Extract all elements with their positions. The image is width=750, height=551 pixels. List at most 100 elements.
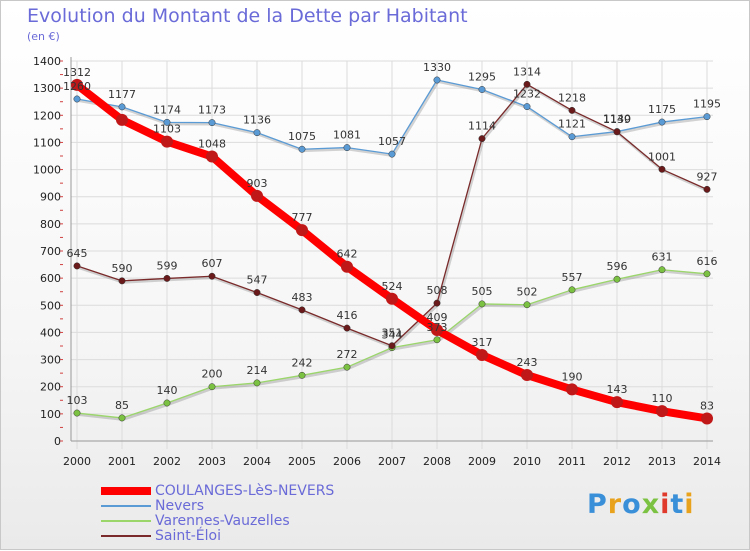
legend-item: Nevers — [101, 497, 334, 514]
legend-label: Nevers — [155, 497, 205, 514]
data-point — [433, 336, 441, 344]
legend-item: COULANGES-LèS-NEVERS — [101, 482, 335, 499]
logo-letter: t — [670, 489, 685, 520]
legend-swatch — [101, 519, 151, 522]
data-label: 631 — [652, 251, 673, 264]
x-tick-label: 2011 — [558, 455, 586, 468]
y-tick-label: 1400 — [33, 55, 61, 68]
data-label: 599 — [157, 259, 178, 272]
data-point — [658, 118, 666, 126]
data-label: 317 — [472, 336, 493, 349]
data-point — [296, 224, 308, 237]
data-point — [568, 133, 576, 141]
data-label: 103 — [67, 394, 88, 407]
data-label: 1218 — [558, 91, 586, 104]
data-point — [118, 414, 126, 422]
data-point — [343, 363, 351, 371]
data-label: 83 — [700, 399, 714, 412]
data-label: 642 — [337, 248, 358, 261]
data-point — [568, 106, 576, 114]
data-label: 1260 — [63, 80, 91, 93]
data-label: 1139 — [603, 113, 631, 126]
legend-swatch — [101, 486, 151, 495]
data-point — [478, 300, 486, 308]
y-tick-label: 200 — [40, 381, 61, 394]
y-tick-label: 400 — [40, 326, 61, 339]
data-label: 1057 — [378, 135, 406, 148]
x-tick-label: 2001 — [108, 455, 136, 468]
legend-label: COULANGES-LèS-NEVERS — [155, 482, 335, 499]
data-label: 242 — [292, 356, 313, 369]
x-tick-label: 2007 — [378, 455, 406, 468]
data-label: 596 — [607, 260, 628, 273]
data-label: 1177 — [108, 88, 136, 101]
legend-swatch — [101, 534, 151, 537]
x-tick-label: 2014 — [693, 455, 721, 468]
x-tick-label: 2009 — [468, 455, 496, 468]
data-point — [298, 371, 306, 379]
data-label: 351 — [382, 327, 403, 340]
x-tick-label: 2004 — [243, 455, 271, 468]
data-label: 508 — [427, 284, 448, 297]
data-label: 110 — [652, 392, 673, 405]
data-label: 85 — [115, 399, 129, 412]
data-point — [433, 76, 441, 84]
data-label: 1121 — [558, 118, 586, 131]
data-point — [161, 135, 173, 148]
data-point — [298, 306, 306, 314]
data-point — [566, 383, 578, 396]
chart-subtitle: (en €) — [27, 30, 60, 43]
data-point — [521, 369, 533, 382]
data-point — [251, 189, 263, 202]
data-point — [253, 379, 261, 387]
data-label: 1175 — [648, 103, 676, 116]
logo-letter: x — [641, 489, 661, 520]
x-tick-label: 2002 — [153, 455, 181, 468]
x-tick-label: 2003 — [198, 455, 226, 468]
legend-item: Saint-Éloi — [101, 527, 334, 544]
y-tick-label: 600 — [40, 272, 61, 285]
data-point — [613, 275, 621, 283]
y-tick-label: 700 — [40, 245, 61, 258]
x-tick-label: 2013 — [648, 455, 676, 468]
data-point — [73, 95, 81, 103]
data-point — [478, 135, 486, 143]
data-point — [703, 113, 711, 121]
data-point — [433, 299, 441, 307]
y-tick-label: 1100 — [33, 136, 61, 149]
data-label: 1075 — [288, 130, 316, 143]
logo-letter: P — [587, 489, 608, 520]
legend-label: Saint-Éloi — [155, 527, 221, 544]
data-point — [478, 86, 486, 93]
data-point — [523, 80, 531, 88]
data-point — [71, 78, 83, 91]
proxiti-logo: Proxiti — [587, 489, 695, 520]
data-label: 590 — [112, 262, 133, 275]
data-label: 1103 — [153, 123, 181, 136]
data-point — [703, 270, 711, 278]
data-point — [523, 301, 531, 309]
data-point — [613, 128, 621, 136]
y-tick-label: 900 — [40, 191, 61, 204]
data-label: 1114 — [468, 120, 496, 133]
data-point — [118, 277, 126, 285]
data-label: 214 — [247, 364, 268, 377]
data-point — [163, 274, 171, 282]
data-label: 616 — [697, 255, 718, 268]
data-point — [386, 292, 398, 305]
data-label: 272 — [337, 348, 358, 361]
data-point — [253, 289, 261, 296]
data-label: 1136 — [243, 114, 271, 127]
chart-legend: COULANGES-LèS-NEVERS Nevers Varennes-Vauze… — [101, 482, 335, 544]
x-tick-label: 2006 — [333, 455, 361, 468]
y-tick-label: 0 — [54, 435, 61, 448]
data-label: 1195 — [693, 98, 721, 111]
data-label: 903 — [247, 177, 268, 190]
data-point — [568, 286, 576, 294]
data-point — [343, 144, 351, 152]
data-point — [388, 342, 396, 350]
y-tick-label: 1200 — [33, 109, 61, 122]
logo-letter: i — [684, 489, 695, 520]
